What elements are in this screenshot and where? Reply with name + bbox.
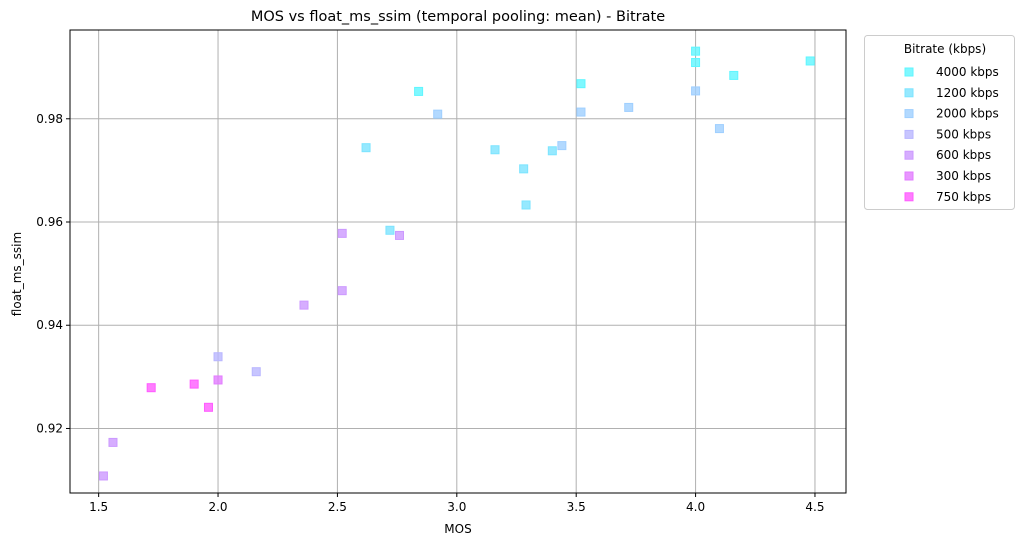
legend-marker (904, 88, 914, 98)
legend-marker (904, 150, 914, 160)
legend-marker (904, 109, 914, 119)
legend-marker (904, 129, 914, 139)
x-tick-label: 4.0 (686, 500, 705, 514)
series-600-kbps (98, 228, 405, 481)
series-500-kbps (213, 352, 261, 377)
legend-marker (904, 67, 914, 77)
legend-title: Bitrate (kbps) (904, 42, 986, 56)
legend-label: 750 kbps (936, 190, 991, 204)
data-point (203, 402, 213, 412)
y-axis-ticks: 0.92 0.94 0.96 0.98 (36, 112, 70, 435)
x-tick-label: 2.5 (328, 500, 347, 514)
data-point (691, 86, 701, 96)
data-point (146, 383, 156, 393)
data-point (395, 230, 405, 240)
data-point (189, 379, 199, 389)
x-tick-label: 3.5 (567, 500, 586, 514)
data-point (251, 367, 261, 377)
data-point (108, 437, 118, 447)
data-point (547, 146, 557, 156)
data-point (433, 109, 443, 119)
data-point (490, 145, 500, 155)
data-point (361, 143, 371, 153)
legend-label: 500 kbps (936, 127, 991, 141)
grid (70, 30, 846, 493)
legend-label: 1200 kbps (936, 86, 999, 100)
legend-marker (904, 171, 914, 181)
x-tick-label: 2.0 (208, 500, 227, 514)
x-axis-label: MOS (444, 522, 471, 536)
data-point (624, 102, 634, 112)
data-point (576, 107, 586, 117)
data-point (98, 471, 108, 481)
data-points (98, 46, 815, 481)
data-point (557, 141, 567, 151)
legend-marker (904, 192, 914, 202)
y-tick-label: 0.94 (36, 318, 63, 332)
data-point (385, 225, 395, 235)
y-tick-label: 0.92 (36, 421, 63, 435)
legend-label: 4000 kbps (936, 65, 999, 79)
data-point (337, 228, 347, 238)
x-tick-label: 3.0 (447, 500, 466, 514)
data-point (691, 46, 701, 56)
legend-label: 300 kbps (936, 169, 991, 183)
y-tick-label: 0.98 (36, 112, 63, 126)
data-point (414, 86, 424, 96)
plot-frame (69, 29, 847, 494)
data-point (213, 375, 223, 385)
data-point (576, 79, 586, 89)
legend: Bitrate (kbps) 4000 kbps 1200 kbps 2000 kb… (864, 35, 1015, 210)
chart-title: MOS vs float_ms_ssim (temporal pooling: … (251, 9, 665, 25)
data-point (519, 164, 529, 174)
data-point (337, 286, 347, 296)
x-axis-ticks: 1.5 2.0 2.5 3.0 3.5 4.0 4.5 (89, 493, 825, 514)
x-tick-label: 4.5 (805, 500, 824, 514)
series-300-kbps (213, 375, 223, 385)
series-1200-kbps (361, 143, 557, 235)
data-point (299, 300, 309, 310)
legend-label: 600 kbps (936, 148, 991, 162)
data-point (521, 200, 531, 210)
data-point (714, 124, 724, 134)
series-4000-kbps (414, 46, 815, 96)
data-point (729, 70, 739, 80)
y-tick-label: 0.96 (36, 215, 63, 229)
y-axis-label: float_ms_ssim (10, 232, 24, 316)
data-point (691, 58, 701, 68)
legend-label: 2000 kbps (936, 107, 999, 121)
series-2000-kbps (433, 86, 724, 151)
series-750-kbps (146, 379, 213, 412)
x-tick-label: 1.5 (89, 500, 108, 514)
legend-frame (864, 35, 1015, 210)
data-point (213, 352, 223, 362)
data-point (805, 56, 815, 66)
